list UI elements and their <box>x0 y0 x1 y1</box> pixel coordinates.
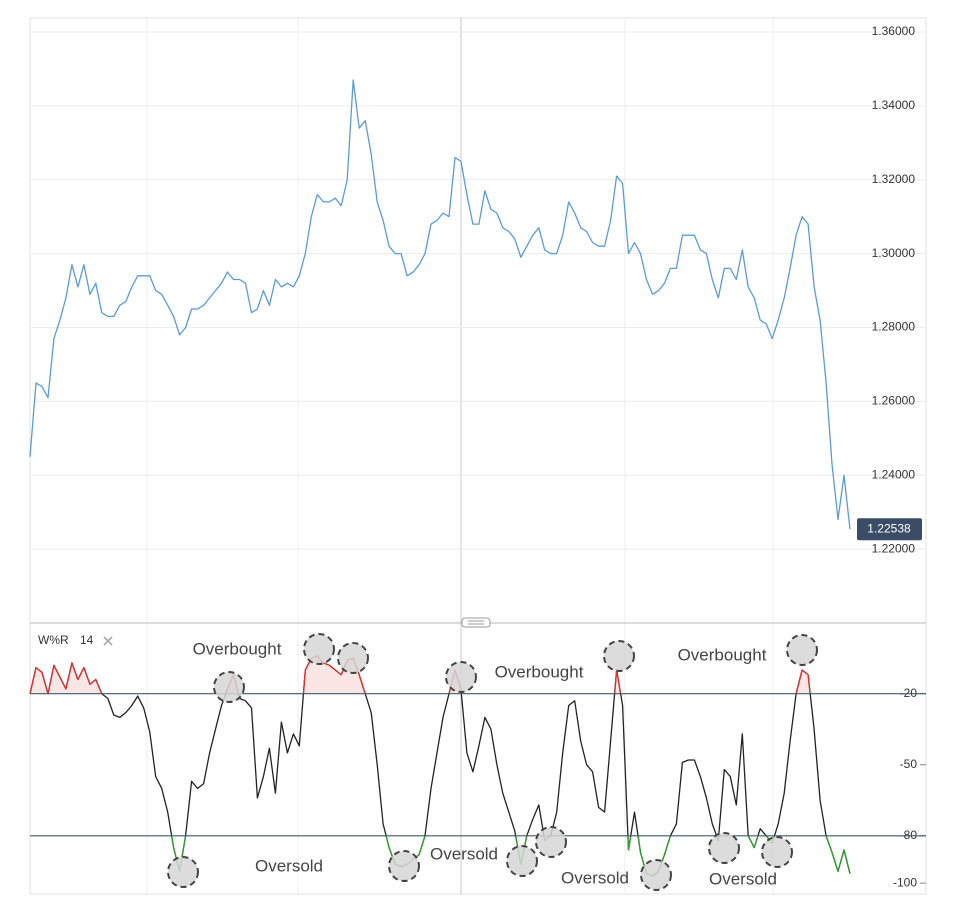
highlight-circle <box>761 836 793 868</box>
highlight-circle <box>445 661 477 693</box>
highlight-circle <box>603 640 635 672</box>
highlight-circle <box>388 850 420 882</box>
last-price-label: 1.22538 <box>867 521 911 535</box>
indicator-name: W%R <box>38 633 69 647</box>
y-tick-label: 1.26000 <box>872 394 916 408</box>
series-line <box>29 79 851 530</box>
annotation: Oversold <box>255 856 323 875</box>
last-price-badge <box>857 518 922 541</box>
annotation: Overbought <box>495 662 584 681</box>
highlight-circle <box>535 826 567 858</box>
y-tick-label: 1.34000 <box>872 98 916 112</box>
highlight-circle <box>213 671 245 703</box>
y-tick-label: -100 <box>893 875 917 889</box>
y-tick-label: 1.30000 <box>872 246 916 260</box>
y-tick-label: 1.32000 <box>872 172 916 186</box>
annotation: Overbought <box>678 645 767 664</box>
y-tick-label: 1.24000 <box>872 467 916 481</box>
highlight-circle <box>708 832 740 864</box>
vertical-grid <box>146 18 774 894</box>
annotation: Overbought <box>193 639 282 658</box>
close-icon[interactable] <box>103 636 113 646</box>
y-tick-label: 1.28000 <box>872 320 916 334</box>
annotation: Oversold <box>709 869 777 888</box>
annotation: Oversold <box>561 868 629 887</box>
highlight-circle <box>640 859 672 891</box>
y-tick-label: 1.36000 <box>872 24 916 38</box>
highlight-circle <box>303 633 335 665</box>
y-tick-label: -20 <box>900 686 918 700</box>
highlight-circle <box>506 845 538 877</box>
series-line <box>29 655 851 877</box>
resize-handle[interactable] <box>461 617 491 628</box>
plot-frame <box>29 17 927 895</box>
y-tick-label: -50 <box>900 757 918 771</box>
highlight-circle <box>786 634 818 666</box>
indicator-period: 14 <box>80 633 94 647</box>
annotation: Oversold <box>430 844 498 863</box>
highlight-circle <box>337 642 369 674</box>
highlight-circle <box>167 856 199 888</box>
y-tick-label: -80 <box>900 828 918 842</box>
y-tick-label: 1.22000 <box>872 541 916 555</box>
